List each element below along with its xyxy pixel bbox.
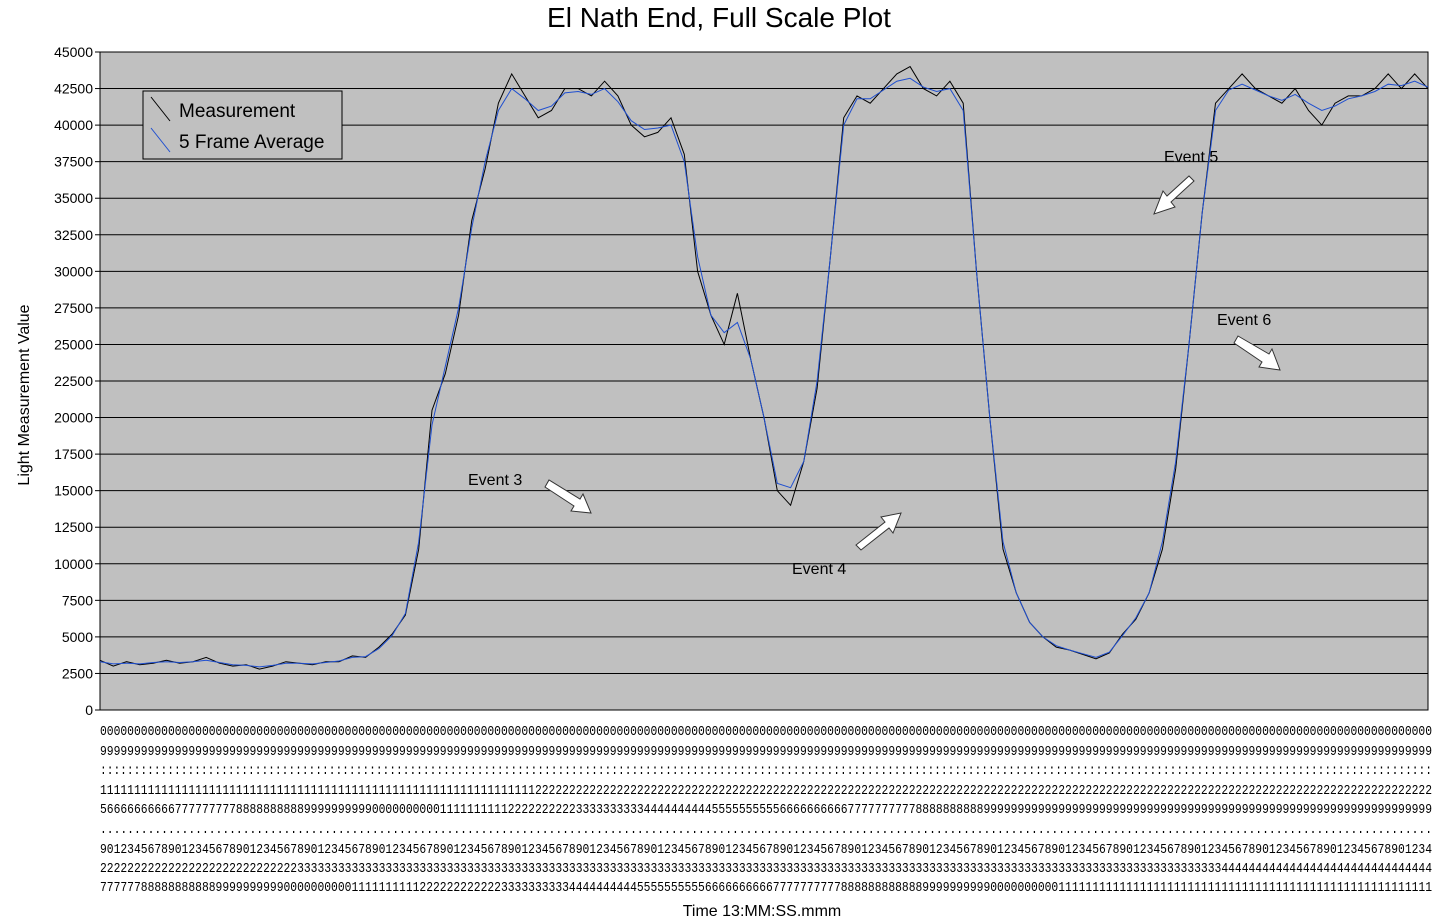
y-tick-label: 40000 [54, 117, 93, 133]
y-tick-label: 37500 [54, 154, 93, 170]
y-tick-label: 5000 [62, 629, 93, 645]
legend-label-average: 5 Frame Average [179, 132, 324, 153]
arrow-up-right-icon [855, 512, 902, 551]
annotation-event-5: Event 5 [1153, 149, 1218, 215]
y-tick-label: 7500 [62, 592, 93, 608]
x-tick-row: 9012345678901234567890123456789012345678… [100, 842, 1432, 858]
legend-label-measurement: Measurement [179, 101, 296, 122]
annotation-event-3: Event 3 [468, 472, 592, 514]
y-tick-label: 45000 [54, 44, 93, 60]
arrow-down-left-icon [1153, 175, 1195, 215]
y-tick-label: 27500 [54, 300, 93, 316]
y-tick-label: 17500 [54, 446, 93, 462]
annotation-event-5-label: Event 5 [1164, 149, 1218, 166]
y-tick-label: 30000 [54, 263, 93, 279]
y-tick-label: 42500 [54, 81, 93, 97]
y-tick-label: 2500 [62, 665, 93, 681]
x-tick-row: 5666666666677777777788888888889999999999… [100, 802, 1432, 818]
legend-swatch-measurement [150, 96, 171, 122]
legend: Measurement 5 Frame Average [142, 90, 343, 160]
x-tick-row: 7777778888888888899999999990000000000111… [100, 880, 1432, 896]
y-tick-label: 25000 [54, 336, 93, 352]
y-tick-label: 32500 [54, 227, 93, 243]
x-tick-row: 2222222222222222222222222222233333333333… [100, 861, 1432, 877]
legend-swatch-average [150, 127, 171, 153]
x-tick-row: 9999999999999999999999999999999999999999… [100, 744, 1432, 760]
x-tick-row: 1111111111111111111111111111111111111111… [100, 783, 1432, 799]
annotation-event-3-label: Event 3 [468, 472, 522, 489]
y-tick-label: 10000 [54, 556, 93, 572]
annotation-event-6: Event 6 [1217, 312, 1281, 371]
y-tick-label: 22500 [54, 373, 93, 389]
chart-title: El Nath End, Full Scale Plot [547, 2, 891, 33]
y-tick-label: 20000 [54, 410, 93, 426]
arrow-down-right-icon [1233, 335, 1281, 371]
annotation-event-6-label: Event 6 [1217, 312, 1271, 329]
y-tick-label: 0 [85, 702, 93, 718]
x-tick-row: ::::::::::::::::::::::::::::::::::::::::… [100, 763, 1432, 779]
arrow-down-right-icon [544, 479, 592, 514]
x-tick-row: ........................................… [100, 822, 1432, 838]
y-axis-title: Light Measurement Value [16, 304, 33, 485]
y-tick-label: 35000 [54, 190, 93, 206]
annotation-event-4-label: Event 4 [792, 561, 846, 578]
annotation-event-4: Event 4 [792, 512, 902, 578]
x-axis-title: Time 13:MM:SS.mmm [683, 903, 842, 920]
y-tick-label: 15000 [54, 483, 93, 499]
y-tick-label: 12500 [54, 519, 93, 535]
legend-box [142, 90, 343, 160]
series-line-average [99, 77, 1429, 668]
x-tick-row: 0000000000000000000000000000000000000000… [100, 724, 1432, 740]
